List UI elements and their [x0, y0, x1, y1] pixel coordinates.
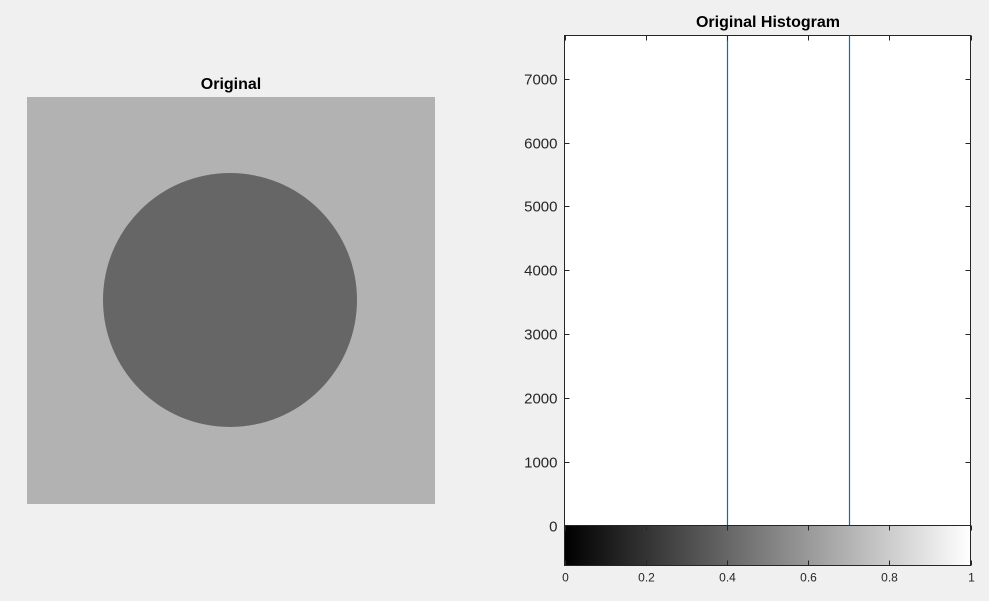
x-tick-label: 1 — [968, 571, 975, 585]
x-tick-label: 0 — [562, 571, 569, 585]
x-tick-label: 0.6 — [800, 571, 817, 585]
colorbar — [564, 525, 971, 566]
y-tick-label: 1000 — [524, 455, 557, 472]
histogram-bars — [726, 35, 851, 526]
y-tick-label: 5000 — [524, 199, 557, 216]
x-tick-label: 0.2 — [638, 571, 655, 585]
x-axis: 0 0.2 0.4 0.6 0.8 1 — [562, 35, 975, 585]
y-tick-label: 4000 — [524, 263, 557, 280]
y-tick-label: 7000 — [524, 72, 557, 89]
chart-title: Original Histogram — [696, 14, 840, 31]
image-title: Original — [201, 76, 261, 93]
x-tick-label: 0.4 — [719, 571, 736, 585]
plot-area — [564, 35, 971, 526]
y-tick-label: 0 — [549, 519, 557, 536]
y-tick-label: 6000 — [524, 136, 557, 153]
image-circle — [103, 173, 357, 427]
x-tick-label: 0.8 — [881, 571, 898, 585]
y-axis: 0 1000 2000 3000 4000 5000 6000 7000 — [524, 72, 971, 536]
original-image-panel: Original — [27, 76, 435, 504]
y-tick-label: 3000 — [524, 327, 557, 344]
y-tick-label: 2000 — [524, 391, 557, 408]
histogram-panel: Original Histogram 0 1000 2000 3000 4000 5000… — [524, 14, 975, 585]
